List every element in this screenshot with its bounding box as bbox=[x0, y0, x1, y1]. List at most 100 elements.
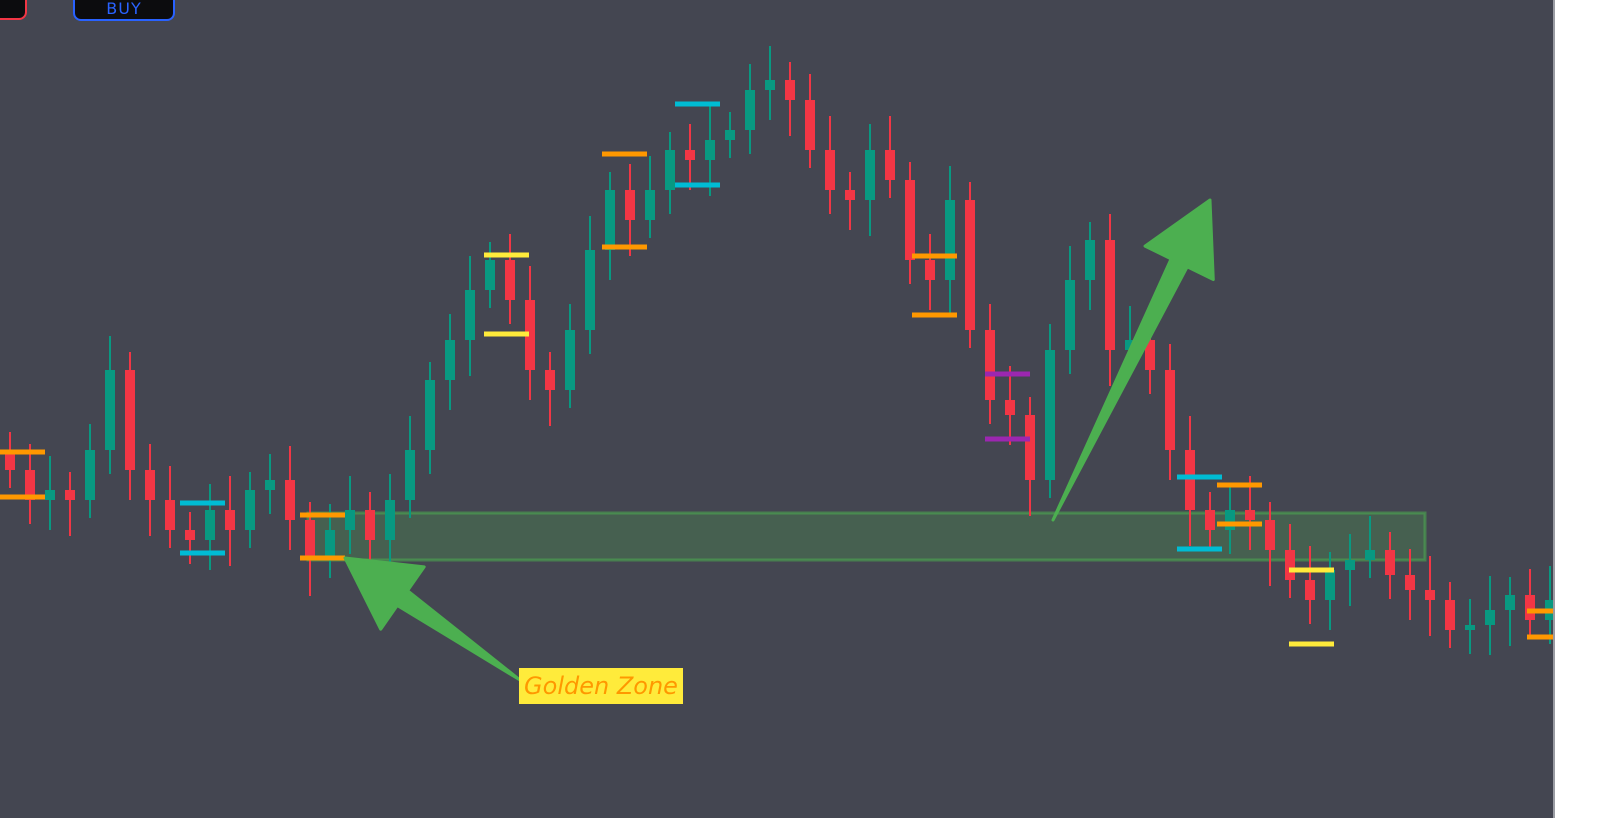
candle-body bbox=[725, 130, 735, 140]
candle bbox=[1505, 577, 1515, 646]
candle-body bbox=[105, 370, 115, 450]
candle-body bbox=[345, 510, 355, 530]
candle bbox=[1105, 214, 1115, 386]
candle bbox=[665, 132, 675, 214]
golden-zone-layer bbox=[306, 511, 1427, 562]
candle bbox=[1225, 484, 1235, 554]
candle-body bbox=[905, 180, 915, 260]
candle-body bbox=[1225, 510, 1235, 530]
candle bbox=[1445, 582, 1455, 648]
candle bbox=[1485, 576, 1495, 655]
candle-body bbox=[185, 530, 195, 540]
candle bbox=[245, 472, 255, 548]
candle-body bbox=[5, 450, 15, 470]
candle bbox=[1425, 556, 1435, 636]
right-panel bbox=[1553, 0, 1600, 818]
candle-body bbox=[805, 100, 815, 150]
candle bbox=[905, 162, 915, 284]
candle-body bbox=[1065, 280, 1075, 350]
candle-body bbox=[985, 330, 995, 400]
candle bbox=[385, 474, 395, 576]
buy-button[interactable]: BUY bbox=[73, 0, 175, 21]
candle bbox=[705, 106, 715, 196]
candle bbox=[965, 182, 975, 348]
candle-body bbox=[1045, 350, 1055, 480]
candle-body bbox=[45, 490, 55, 500]
candle bbox=[225, 476, 235, 566]
candle-body bbox=[1405, 575, 1415, 590]
candle-body bbox=[465, 290, 475, 340]
candle-body bbox=[225, 510, 235, 530]
candle bbox=[765, 46, 775, 120]
candle bbox=[185, 512, 195, 564]
arrows bbox=[343, 198, 1215, 682]
level-marks bbox=[0, 101, 1553, 647]
candle-body bbox=[1325, 570, 1335, 600]
candle bbox=[605, 172, 615, 280]
candle bbox=[45, 456, 55, 530]
candle bbox=[565, 304, 575, 408]
golden-zone-label: Golden Zone bbox=[519, 668, 683, 704]
candle-body bbox=[1425, 590, 1435, 600]
candle bbox=[785, 62, 795, 136]
candle-body bbox=[1385, 550, 1395, 575]
candle bbox=[1025, 397, 1035, 516]
candle bbox=[65, 472, 75, 536]
candle-body bbox=[1125, 340, 1135, 350]
candle-body bbox=[625, 190, 635, 220]
candle bbox=[305, 502, 315, 596]
price-chart[interactable] bbox=[0, 0, 1553, 818]
candle bbox=[345, 476, 355, 554]
candle bbox=[205, 484, 215, 570]
candle bbox=[1065, 246, 1075, 374]
candle-body bbox=[545, 370, 555, 390]
candle-body bbox=[1305, 580, 1315, 600]
candles bbox=[5, 46, 1553, 655]
candle bbox=[1525, 569, 1535, 638]
candle bbox=[805, 74, 815, 168]
candle bbox=[945, 166, 955, 316]
candle bbox=[1085, 222, 1095, 310]
candle-body bbox=[1285, 550, 1295, 580]
candle-body bbox=[965, 200, 975, 330]
candle-body bbox=[585, 250, 595, 330]
candle bbox=[1465, 599, 1475, 654]
candle bbox=[1165, 344, 1175, 480]
candle bbox=[1245, 476, 1255, 550]
candle bbox=[1405, 549, 1415, 620]
candle-body bbox=[745, 90, 755, 130]
candle bbox=[545, 352, 555, 426]
candle-body bbox=[425, 380, 435, 450]
candle bbox=[1045, 324, 1055, 498]
candle bbox=[265, 454, 275, 514]
candle bbox=[485, 242, 495, 308]
candle bbox=[25, 444, 35, 524]
candle-body bbox=[305, 520, 315, 560]
candle-body bbox=[1005, 400, 1015, 415]
arrow-icon bbox=[1051, 198, 1215, 522]
sell-button[interactable] bbox=[0, 0, 27, 20]
candle bbox=[125, 352, 135, 500]
candle-body bbox=[1345, 560, 1355, 570]
candle bbox=[1385, 532, 1395, 599]
candle-body bbox=[1505, 595, 1515, 610]
candle bbox=[365, 492, 375, 570]
candle bbox=[145, 444, 155, 536]
candle bbox=[865, 124, 875, 236]
candle-body bbox=[1485, 610, 1495, 625]
candle-body bbox=[485, 260, 495, 290]
candle bbox=[525, 266, 535, 400]
candle bbox=[465, 256, 475, 376]
candle bbox=[1305, 546, 1315, 624]
candle bbox=[1285, 524, 1295, 598]
candle-body bbox=[385, 500, 395, 540]
candle bbox=[925, 234, 935, 310]
candle-body bbox=[285, 480, 295, 520]
candle bbox=[845, 172, 855, 230]
candle-body bbox=[365, 510, 375, 540]
candle bbox=[825, 116, 835, 214]
candle bbox=[585, 216, 595, 354]
candle bbox=[1005, 366, 1015, 445]
candle bbox=[685, 124, 695, 190]
candle-body bbox=[825, 150, 835, 190]
